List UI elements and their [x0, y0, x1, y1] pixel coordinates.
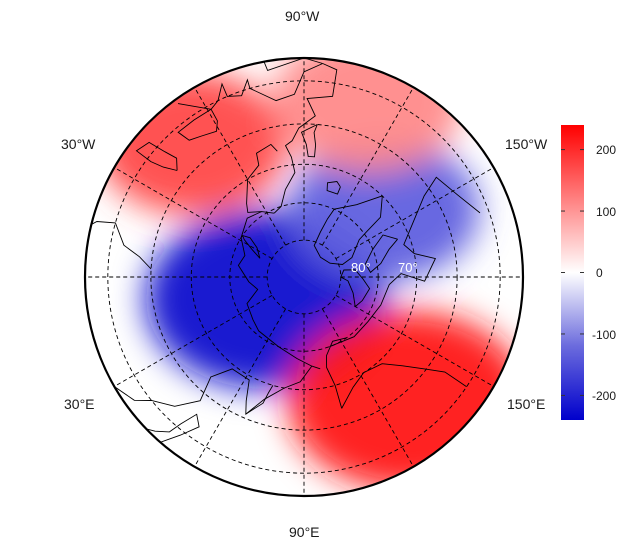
latitude-circle-40	[107, 80, 501, 474]
meridian-line	[194, 87, 286, 246]
colorbar-gradient	[561, 125, 584, 420]
colorbar-label-200: 200	[596, 143, 617, 157]
lon-label-bottom: 90°E	[289, 524, 320, 540]
greenland-coast	[313, 195, 383, 265]
lon-label-top: 90°W	[285, 8, 320, 24]
colorbar-ticks	[561, 149, 584, 396]
caspian-sea	[135, 141, 178, 171]
meridian-line	[322, 308, 414, 467]
lat-label-50: 50°	[501, 260, 521, 275]
arctic-archipelago	[340, 269, 371, 307]
iceland	[326, 181, 341, 195]
novaya-zemlya	[242, 235, 261, 259]
colorbar	[561, 125, 584, 420]
meridian-line	[114, 295, 273, 387]
lon-label-lower-right: 150°E	[507, 396, 546, 412]
latitude-circle-50	[150, 123, 458, 431]
meridian-line	[335, 167, 494, 259]
colorbar-label-minus-100: -100	[592, 328, 617, 342]
lon-label-upper-left: 30°W	[61, 136, 96, 152]
lat-label-70: 70°	[398, 260, 418, 275]
colorbar-label-minus-200: -200	[592, 389, 617, 403]
europe-coast	[273, 63, 338, 214]
latitude-circle-60	[190, 163, 418, 391]
meridian-line	[335, 295, 494, 387]
graticule	[85, 58, 523, 496]
kamchatka	[245, 385, 274, 415]
colorbar-label-100: 100	[596, 205, 617, 219]
canada-north-coast	[329, 176, 481, 348]
anomaly-center-high	[287, 310, 523, 491]
meridian-line	[322, 87, 414, 246]
map-disk	[0, 58, 523, 496]
lat-label-80: 80°	[351, 260, 371, 275]
black-sea	[177, 108, 218, 141]
china-interior-border	[85, 221, 152, 356]
baffin-island	[364, 234, 398, 274]
map-boundary	[83, 56, 525, 498]
alaska-west	[326, 337, 347, 409]
colorbar-label-0: 0	[596, 266, 603, 280]
mediterranean	[177, 63, 323, 110]
lon-label-lower-left: 30°E	[64, 396, 95, 412]
anomaly-center-low	[289, 138, 480, 281]
anomaly-center-high	[96, 72, 287, 215]
lon-label-upper-right: 150°W	[505, 136, 548, 152]
india-outline	[0, 172, 57, 277]
meridian-line	[114, 167, 273, 259]
meridian-line	[194, 308, 286, 467]
east-asia-coast	[114, 365, 313, 416]
alaska-coast	[341, 363, 467, 409]
britain	[300, 124, 318, 158]
